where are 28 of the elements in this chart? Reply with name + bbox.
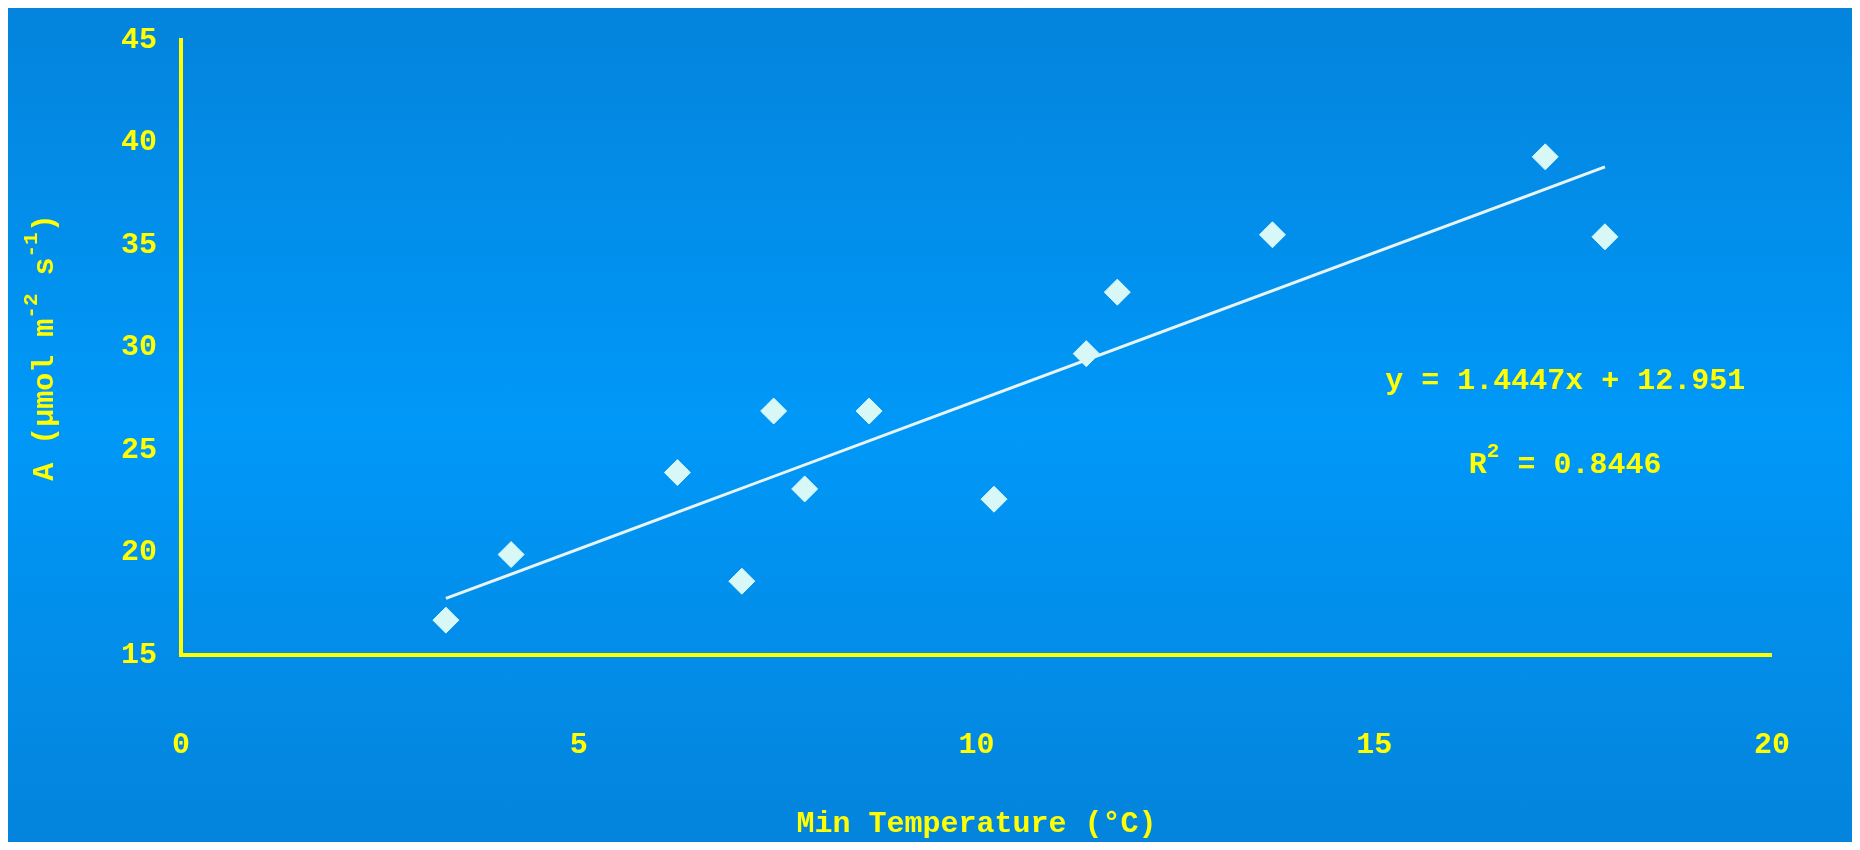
x-tick-label: 5	[569, 727, 588, 762]
point	[1591, 223, 1619, 251]
point	[1103, 278, 1131, 306]
point	[760, 397, 788, 425]
y-tick-label: 30	[120, 330, 157, 365]
y-tick-label: 25	[120, 432, 157, 467]
x-tick-label: 0	[171, 727, 191, 762]
y-tick-label: 15	[120, 637, 157, 672]
annotation: y = 1.4447x + 12.951	[1385, 363, 1746, 398]
y-tick-label: 40	[120, 125, 157, 160]
point	[791, 475, 819, 503]
y-tick-label: 20	[120, 535, 157, 570]
y-axis-title: A (μmol m-2 s-1)	[19, 214, 62, 481]
x-axis-title: Min Temperature (°C)	[796, 806, 1157, 841]
point	[855, 397, 883, 425]
point	[663, 459, 691, 487]
point	[1531, 143, 1559, 171]
point	[1072, 340, 1100, 368]
y-tick-label: 45	[120, 22, 157, 57]
x-tick-label: 15	[1356, 727, 1393, 762]
point	[1258, 221, 1286, 249]
point	[432, 606, 460, 634]
point	[980, 485, 1008, 513]
point	[497, 541, 525, 569]
x-tick-label: 10	[958, 727, 995, 762]
point	[728, 567, 756, 595]
x-tick-label: 20	[1753, 727, 1790, 762]
y-tick-label: 35	[120, 227, 157, 262]
